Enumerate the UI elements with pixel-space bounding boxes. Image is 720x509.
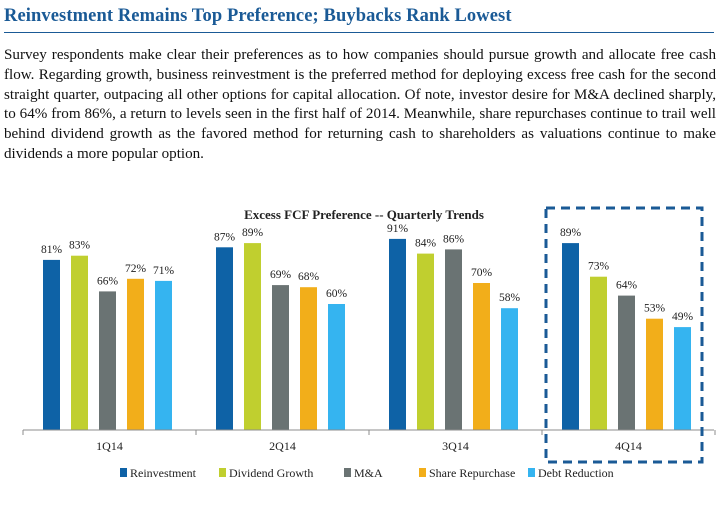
value-label-dividend-growth-2q14: 89%	[242, 227, 264, 239]
legend-label-debt-reduction: Debt Reduction	[538, 466, 614, 480]
bar-dividend-growth-1q14	[71, 255, 88, 430]
value-label-reinvestment-2q14: 87%	[214, 231, 236, 243]
bar-dividend-growth-2q14	[244, 243, 261, 430]
value-label-dividend-growth-3q14: 84%	[415, 238, 437, 250]
bar-share-repurchase-3q14	[473, 283, 490, 430]
bar-debt-reduction-2q14	[328, 304, 345, 430]
value-label-debt-reduction-1q14: 71%	[153, 265, 175, 277]
bar-share-repurchase-2q14	[300, 287, 317, 430]
value-label-m-a-2q14: 69%	[270, 269, 292, 281]
x-tick-label-4q14: 4Q14	[615, 439, 642, 453]
chart-legend: Reinvestment Dividend Growth M&A Share Repu…	[120, 466, 614, 480]
legend-swatch-dividend-growth	[219, 468, 226, 477]
bar-m-a-1q14	[99, 291, 116, 430]
value-label-share-repurchase-2q14: 68%	[298, 271, 320, 283]
bar-reinvestment-2q14	[216, 247, 233, 430]
value-labels-layer: 81% 83% 66% 72% 71% 87% 89% 69% 68% 60% 91% 84% 86% 7…	[41, 223, 694, 323]
heading-rule	[4, 32, 714, 33]
value-label-debt-reduction-4q14: 49%	[672, 311, 694, 323]
value-label-reinvestment-1q14: 81%	[41, 244, 63, 256]
x-tick-label-2q14: 2Q14	[269, 439, 296, 453]
x-tick-label-1q14: 1Q14	[96, 439, 123, 453]
legend-swatch-reinvestment	[120, 468, 127, 477]
value-label-m-a-1q14: 66%	[97, 275, 119, 287]
bar-m-a-3q14	[445, 249, 462, 430]
x-axis-ticks: 1Q14 2Q14 3Q14 4Q14	[22, 430, 716, 453]
legend-label-dividend-growth: Dividend Growth	[229, 466, 313, 480]
page-heading: Reinvestment Remains Top Preference; Buy…	[4, 6, 512, 26]
value-label-dividend-growth-4q14: 73%	[588, 261, 610, 273]
legend-label-m-a: M&A	[354, 466, 383, 480]
fcf-preference-chart: Excess FCF Preference -- Quarterly Trend…	[22, 206, 716, 480]
bar-m-a-2q14	[272, 285, 289, 430]
bar-dividend-growth-4q14	[590, 276, 607, 430]
value-label-share-repurchase-3q14: 70%	[471, 267, 493, 279]
body-paragraph: Survey respondents make clear their pref…	[4, 47, 716, 162]
value-label-m-a-4q14: 64%	[616, 280, 638, 292]
legend-swatch-share-repurchase	[419, 468, 426, 477]
value-label-share-repurchase-1q14: 72%	[125, 263, 147, 275]
bars-layer	[43, 238, 691, 430]
bar-reinvestment-4q14	[562, 243, 579, 430]
bar-reinvestment-1q14	[43, 259, 60, 430]
bar-debt-reduction-1q14	[155, 280, 172, 430]
x-tick-label-3q14: 3Q14	[442, 439, 469, 453]
legend-label-reinvestment: Reinvestment	[130, 466, 197, 480]
legend-swatch-m-a	[344, 468, 351, 477]
bar-dividend-growth-3q14	[417, 253, 434, 430]
value-label-dividend-growth-1q14: 83%	[69, 240, 91, 252]
bar-share-repurchase-1q14	[127, 278, 144, 430]
legend-swatch-debt-reduction	[528, 468, 535, 477]
value-label-reinvestment-3q14: 91%	[387, 223, 409, 235]
value-label-share-repurchase-4q14: 53%	[644, 303, 666, 315]
bar-reinvestment-3q14	[389, 238, 406, 430]
value-label-m-a-3q14: 86%	[443, 233, 465, 245]
chart-title: Excess FCF Preference -- Quarterly Trend…	[244, 207, 484, 222]
value-label-debt-reduction-3q14: 58%	[499, 292, 521, 304]
bar-m-a-4q14	[618, 295, 635, 430]
legend-label-share-repurchase: Share Repurchase	[429, 466, 515, 480]
bar-debt-reduction-3q14	[501, 308, 518, 430]
value-label-debt-reduction-2q14: 60%	[326, 288, 348, 300]
value-label-reinvestment-4q14: 89%	[560, 227, 582, 239]
bar-debt-reduction-4q14	[674, 327, 691, 430]
highlight-box-4q14	[544, 206, 704, 464]
bar-share-repurchase-4q14	[646, 318, 663, 430]
